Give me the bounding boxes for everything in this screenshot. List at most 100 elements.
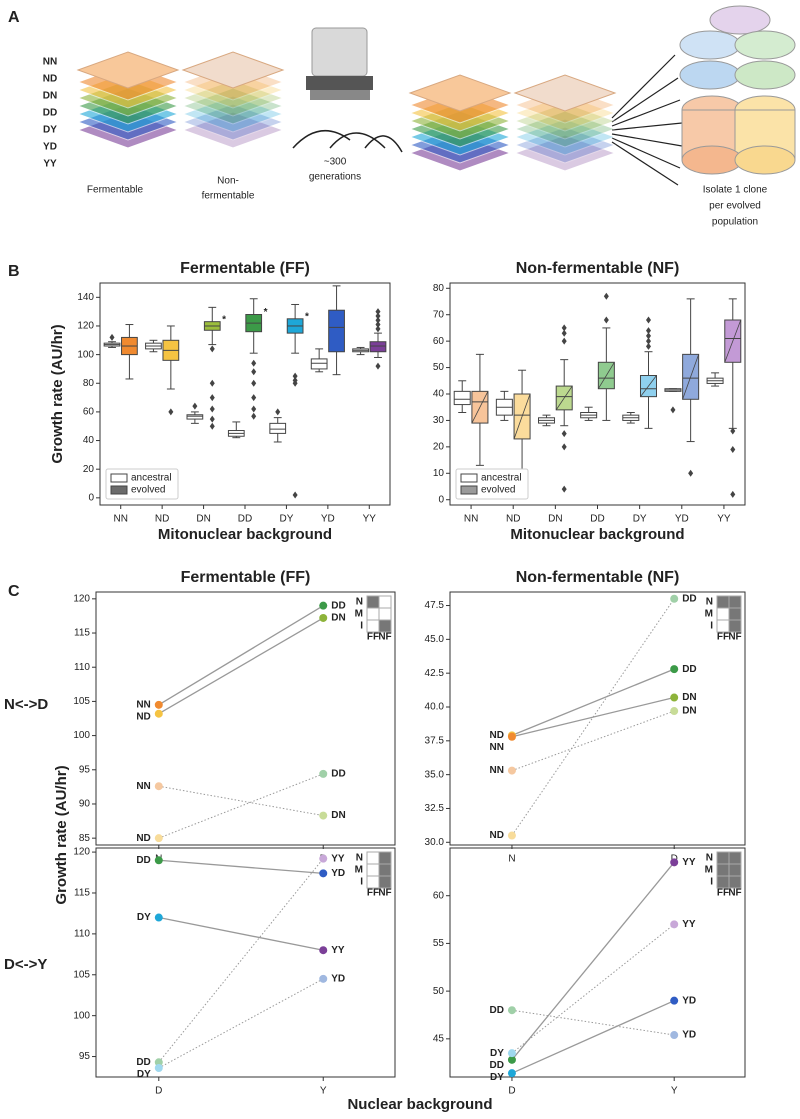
outlier — [168, 408, 174, 416]
y-tick-label: 105 — [73, 696, 90, 707]
plate-top — [181, 51, 285, 89]
inset-row-label: N — [706, 597, 713, 608]
box — [453, 390, 471, 406]
strain-label: DN — [43, 91, 57, 102]
connector — [158, 605, 324, 706]
y-tick-label: 90 — [79, 799, 91, 810]
inset-cell — [716, 851, 730, 865]
y-tick-label: 95 — [79, 1051, 91, 1062]
x-tick-label: DD — [590, 514, 604, 525]
connector — [511, 1000, 675, 1074]
y-tick-label: 40 — [433, 389, 445, 400]
box — [328, 309, 345, 353]
x-tick-label: NN — [113, 514, 127, 525]
point — [319, 811, 328, 820]
point-label: DN — [682, 706, 696, 717]
outlier — [209, 394, 215, 402]
outlier — [561, 337, 567, 345]
inset-cell — [378, 863, 392, 877]
y-tick-label: 120 — [73, 593, 90, 604]
inset-col-label: NF — [728, 888, 741, 899]
strain-label: NN — [43, 57, 57, 68]
inset-row-label: M — [355, 609, 363, 620]
legend-swatch — [460, 485, 478, 495]
point-label: NN — [489, 765, 503, 776]
caption: ~300 — [324, 157, 347, 168]
point — [154, 834, 163, 843]
y-tick-label: 140 — [77, 292, 94, 303]
outlier — [688, 469, 694, 477]
y-tick-label: 85 — [79, 833, 91, 844]
inset-cell — [716, 619, 730, 633]
x-tick-label: NN — [464, 514, 478, 525]
inset-cell — [728, 863, 742, 877]
strain-label: YD — [43, 142, 57, 153]
x-tick-label: DD — [238, 514, 252, 525]
point — [154, 782, 163, 791]
point-label: DD — [682, 664, 696, 675]
x-tick-label: DN — [548, 514, 562, 525]
inset-row-label: N — [356, 597, 363, 608]
point-label: YY — [682, 857, 696, 868]
x-tick-label: ND — [155, 514, 169, 525]
box — [269, 422, 287, 434]
x-tick-label: D — [508, 1086, 515, 1097]
outlier — [209, 379, 215, 387]
inset-cell — [366, 607, 380, 621]
inset-col-label: NF — [378, 632, 391, 643]
outlier — [251, 359, 257, 367]
point-label: DD — [331, 600, 345, 611]
plate — [513, 102, 617, 140]
outlier — [292, 372, 298, 380]
plate-top — [408, 74, 512, 112]
plate — [513, 134, 617, 172]
point — [670, 1031, 679, 1040]
point — [319, 974, 328, 983]
robot — [292, 27, 403, 153]
point — [507, 1006, 516, 1015]
outlier — [251, 394, 257, 402]
plate — [513, 110, 617, 148]
caption: generations — [309, 172, 361, 183]
plate-top — [76, 51, 180, 89]
point — [670, 996, 679, 1005]
point — [507, 831, 516, 840]
inset-row-label: I — [710, 877, 713, 888]
point — [154, 856, 163, 865]
y-tick-label: 80 — [433, 283, 445, 294]
point-label: NN — [136, 699, 150, 710]
outlier — [730, 490, 736, 498]
point — [154, 1064, 163, 1073]
point-label: DD — [489, 1005, 503, 1016]
y-tick-label: 100 — [73, 1010, 90, 1021]
point — [319, 769, 328, 778]
x-tick-label: DY — [279, 514, 293, 525]
inset-row-label: M — [705, 609, 713, 620]
inset-row-label: I — [360, 877, 363, 888]
point-label: YD — [682, 1030, 696, 1041]
panel-label: A — [8, 9, 20, 26]
x-tick-label: D — [155, 1086, 162, 1097]
point-label: DD — [331, 769, 345, 780]
point-label: DY — [137, 1069, 151, 1080]
inset-cell — [716, 607, 730, 621]
y-tick-label: 110 — [74, 929, 90, 940]
point-label: DY — [137, 912, 151, 923]
outlier — [670, 406, 676, 414]
point — [507, 732, 516, 741]
point — [670, 693, 679, 702]
hatch — [471, 391, 489, 424]
hatch — [724, 319, 742, 363]
inset-col-label: FF — [717, 888, 729, 899]
point — [507, 1069, 516, 1078]
outlier — [375, 362, 381, 370]
plate — [513, 118, 617, 156]
x-tick-label: YD — [321, 514, 335, 525]
caption: per evolved — [709, 201, 761, 212]
connector — [511, 598, 675, 836]
point — [154, 709, 163, 718]
point-label: DD — [136, 1057, 150, 1068]
point — [670, 858, 679, 867]
y-tick-label: 100 — [73, 730, 90, 741]
y-tick-label: 70 — [433, 309, 445, 320]
